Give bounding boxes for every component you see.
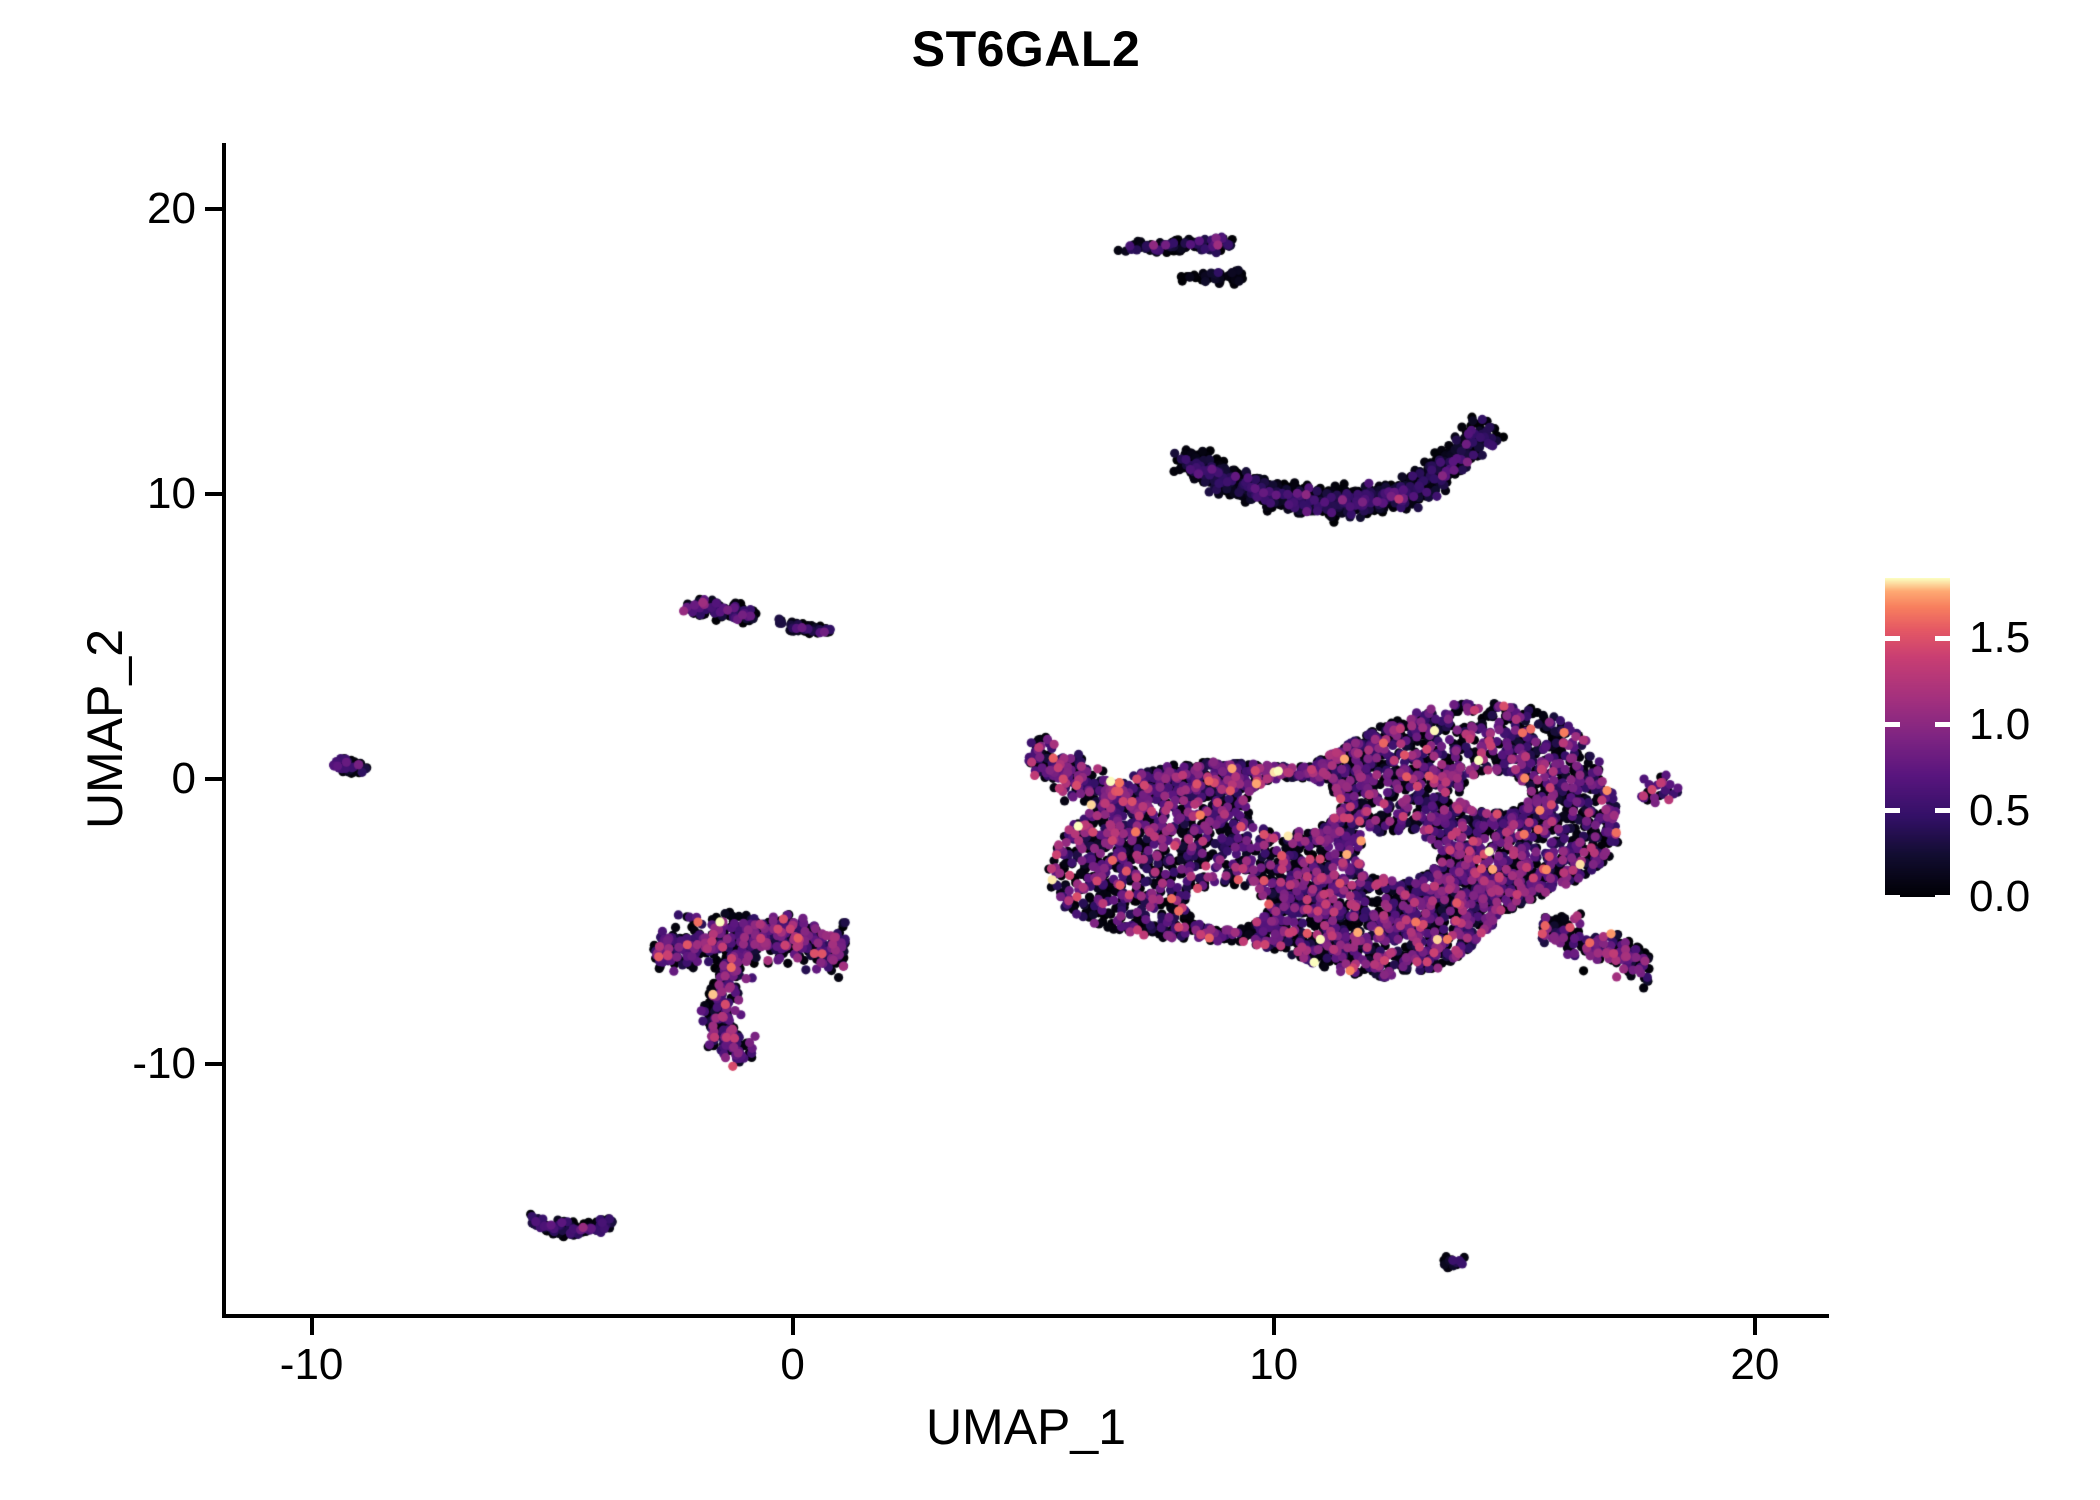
x-axis-title: UMAP_1 <box>925 1399 1127 1455</box>
x-tick-mark <box>309 1318 314 1335</box>
x-tick-label: 0 <box>780 1340 805 1389</box>
colorbar-canvas <box>1885 578 1950 897</box>
colorbar-tick-mark <box>1885 894 1900 900</box>
colorbar-tick-mark <box>1935 894 1950 900</box>
colorbar-tick-mark <box>1935 808 1950 814</box>
colorbar-tick-mark <box>1885 808 1900 814</box>
colorbar-gradient-bar <box>1885 578 1950 900</box>
colorbar-tick-mark <box>1935 635 1950 641</box>
y-tick-label: -10 <box>132 1039 196 1089</box>
y-tick-mark <box>205 776 222 781</box>
colorbar-tick-label: 1.5 <box>1969 613 2031 663</box>
y-tick-mark <box>205 206 222 211</box>
x-tick-mark <box>1752 1318 1757 1335</box>
x-tick-label: -10 <box>279 1340 344 1389</box>
colorbar-tick-mark <box>1885 635 1900 641</box>
y-axis-title: UMAP_2 <box>77 628 133 830</box>
y-tick-label: 20 <box>147 183 196 233</box>
page-title: ST6GAL2 <box>911 21 1141 77</box>
x-axis-line <box>222 1314 1829 1318</box>
y-tick-mark <box>205 1062 222 1067</box>
colorbar-tick-label: 1.0 <box>1969 699 2031 749</box>
x-tick-label: 20 <box>1730 1340 1780 1389</box>
colorbar-tick-mark <box>1935 722 1950 728</box>
plot-panel <box>225 143 1827 1315</box>
colorbar-tick-label: 0.0 <box>1969 872 2031 921</box>
x-tick-label: 10 <box>1249 1340 1299 1389</box>
colorbar-legend: 0.0 0.5 1.0 1.5 <box>1885 578 2085 921</box>
colorbar-tick-label: 0.5 <box>1969 785 2031 835</box>
scatter-points-layer <box>225 143 1827 1315</box>
y-tick-mark <box>205 491 222 496</box>
colorbar-tick-mark <box>1885 722 1900 728</box>
y-tick-label: 0 <box>171 753 196 803</box>
x-tick-mark <box>790 1318 795 1335</box>
y-tick-label: 10 <box>147 468 196 518</box>
x-tick-mark <box>1271 1318 1276 1335</box>
y-axis-line <box>222 143 226 1318</box>
